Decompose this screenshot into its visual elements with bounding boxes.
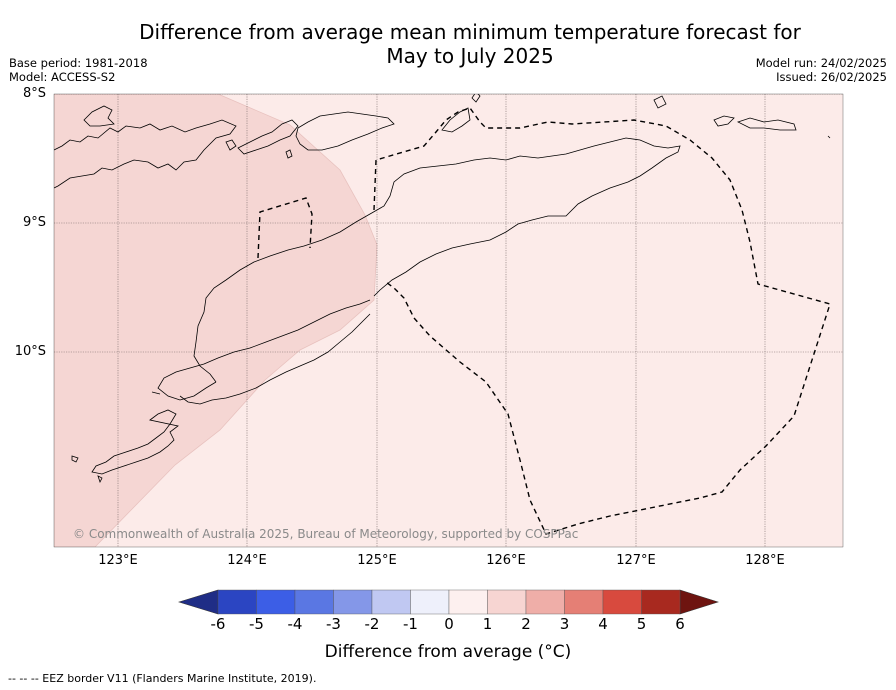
lon-label-127e: 127°E: [616, 553, 656, 568]
title-line-2: May to July 2025: [386, 44, 554, 68]
title-line-1: Difference from average mean minimum tem…: [139, 20, 801, 44]
colorbar-tick-label: 6: [675, 615, 685, 633]
lon-label-126e: 126°E: [486, 553, 526, 568]
lon-label-125e: 125°E: [357, 553, 397, 568]
meta-left: Base period: 1981-2018 Model: ACCESS-S2: [9, 56, 148, 84]
base-period: Base period: 1981-2018: [9, 56, 148, 70]
colorbar-segment: [602, 589, 642, 615]
lon-label-123e: 123°E: [98, 553, 138, 568]
colorbar-segment: [448, 589, 488, 615]
colorbar-segment: [217, 589, 257, 615]
model-name: Model: ACCESS-S2: [9, 70, 116, 84]
colorbar-tick-label: -3: [326, 615, 341, 633]
colorbar-tick-label: 0: [444, 615, 454, 633]
eez-footnote: -- -- -- EEZ border V11 (Flanders Marine…: [8, 672, 317, 685]
colorbar-tick-label: -1: [403, 615, 418, 633]
map-frame: [53, 93, 844, 548]
colorbar-extend-high: [679, 589, 719, 615]
colorbar-label: Difference from average (°C): [324, 642, 572, 662]
colorbar-segment: [564, 589, 604, 615]
colorbar-segment: [333, 589, 373, 615]
colorbar-tick-label: 4: [598, 615, 608, 633]
colorbar-tick-label: -2: [364, 615, 380, 633]
gridlines: [54, 94, 843, 547]
colorbar-extend-low: [177, 589, 219, 615]
map-panel: [54, 94, 843, 547]
colorbar-tick-label: -5: [249, 615, 264, 633]
colorbar-segment: [256, 589, 296, 615]
lon-label-124e: 124°E: [227, 553, 267, 568]
colorbar-tick-label: 3: [559, 615, 570, 633]
issued-date: Issued: 26/02/2025: [776, 70, 887, 84]
colorbar-segment: [371, 589, 411, 615]
lat-label-10s: 10°S: [14, 344, 46, 359]
colorbar-tick-label: 1: [482, 615, 493, 633]
colorbar-segments: [217, 589, 681, 615]
coastlines: [54, 94, 831, 484]
colorbar-tick-label: 5: [636, 615, 647, 633]
colorbar-segment: [641, 589, 681, 615]
colorbar: [177, 589, 719, 615]
colorbar-segment: [487, 589, 527, 615]
anomaly-region-west: [54, 94, 378, 547]
lon-label-128e: 128°E: [745, 553, 785, 568]
meta-right: Model run: 24/02/2025 Issued: 26/02/2025: [756, 56, 887, 84]
eez-border: [257, 107, 831, 535]
colorbar-segment: [410, 589, 450, 615]
colorbar-tick-label: 2: [521, 615, 531, 633]
copyright-notice: © Commonwealth of Australia 2025, Bureau…: [73, 527, 579, 541]
colorbar-tick-label: -4: [287, 615, 303, 633]
lat-label-9s: 9°S: [22, 215, 46, 230]
map-title: Difference from average mean minimum tem…: [0, 20, 896, 68]
colorbar-segment: [294, 589, 334, 615]
colorbar-segment: [525, 589, 565, 615]
lat-label-8s: 8°S: [22, 86, 46, 101]
colorbar-tick-label: -6: [210, 615, 226, 633]
model-run: Model run: 24/02/2025: [755, 56, 887, 70]
